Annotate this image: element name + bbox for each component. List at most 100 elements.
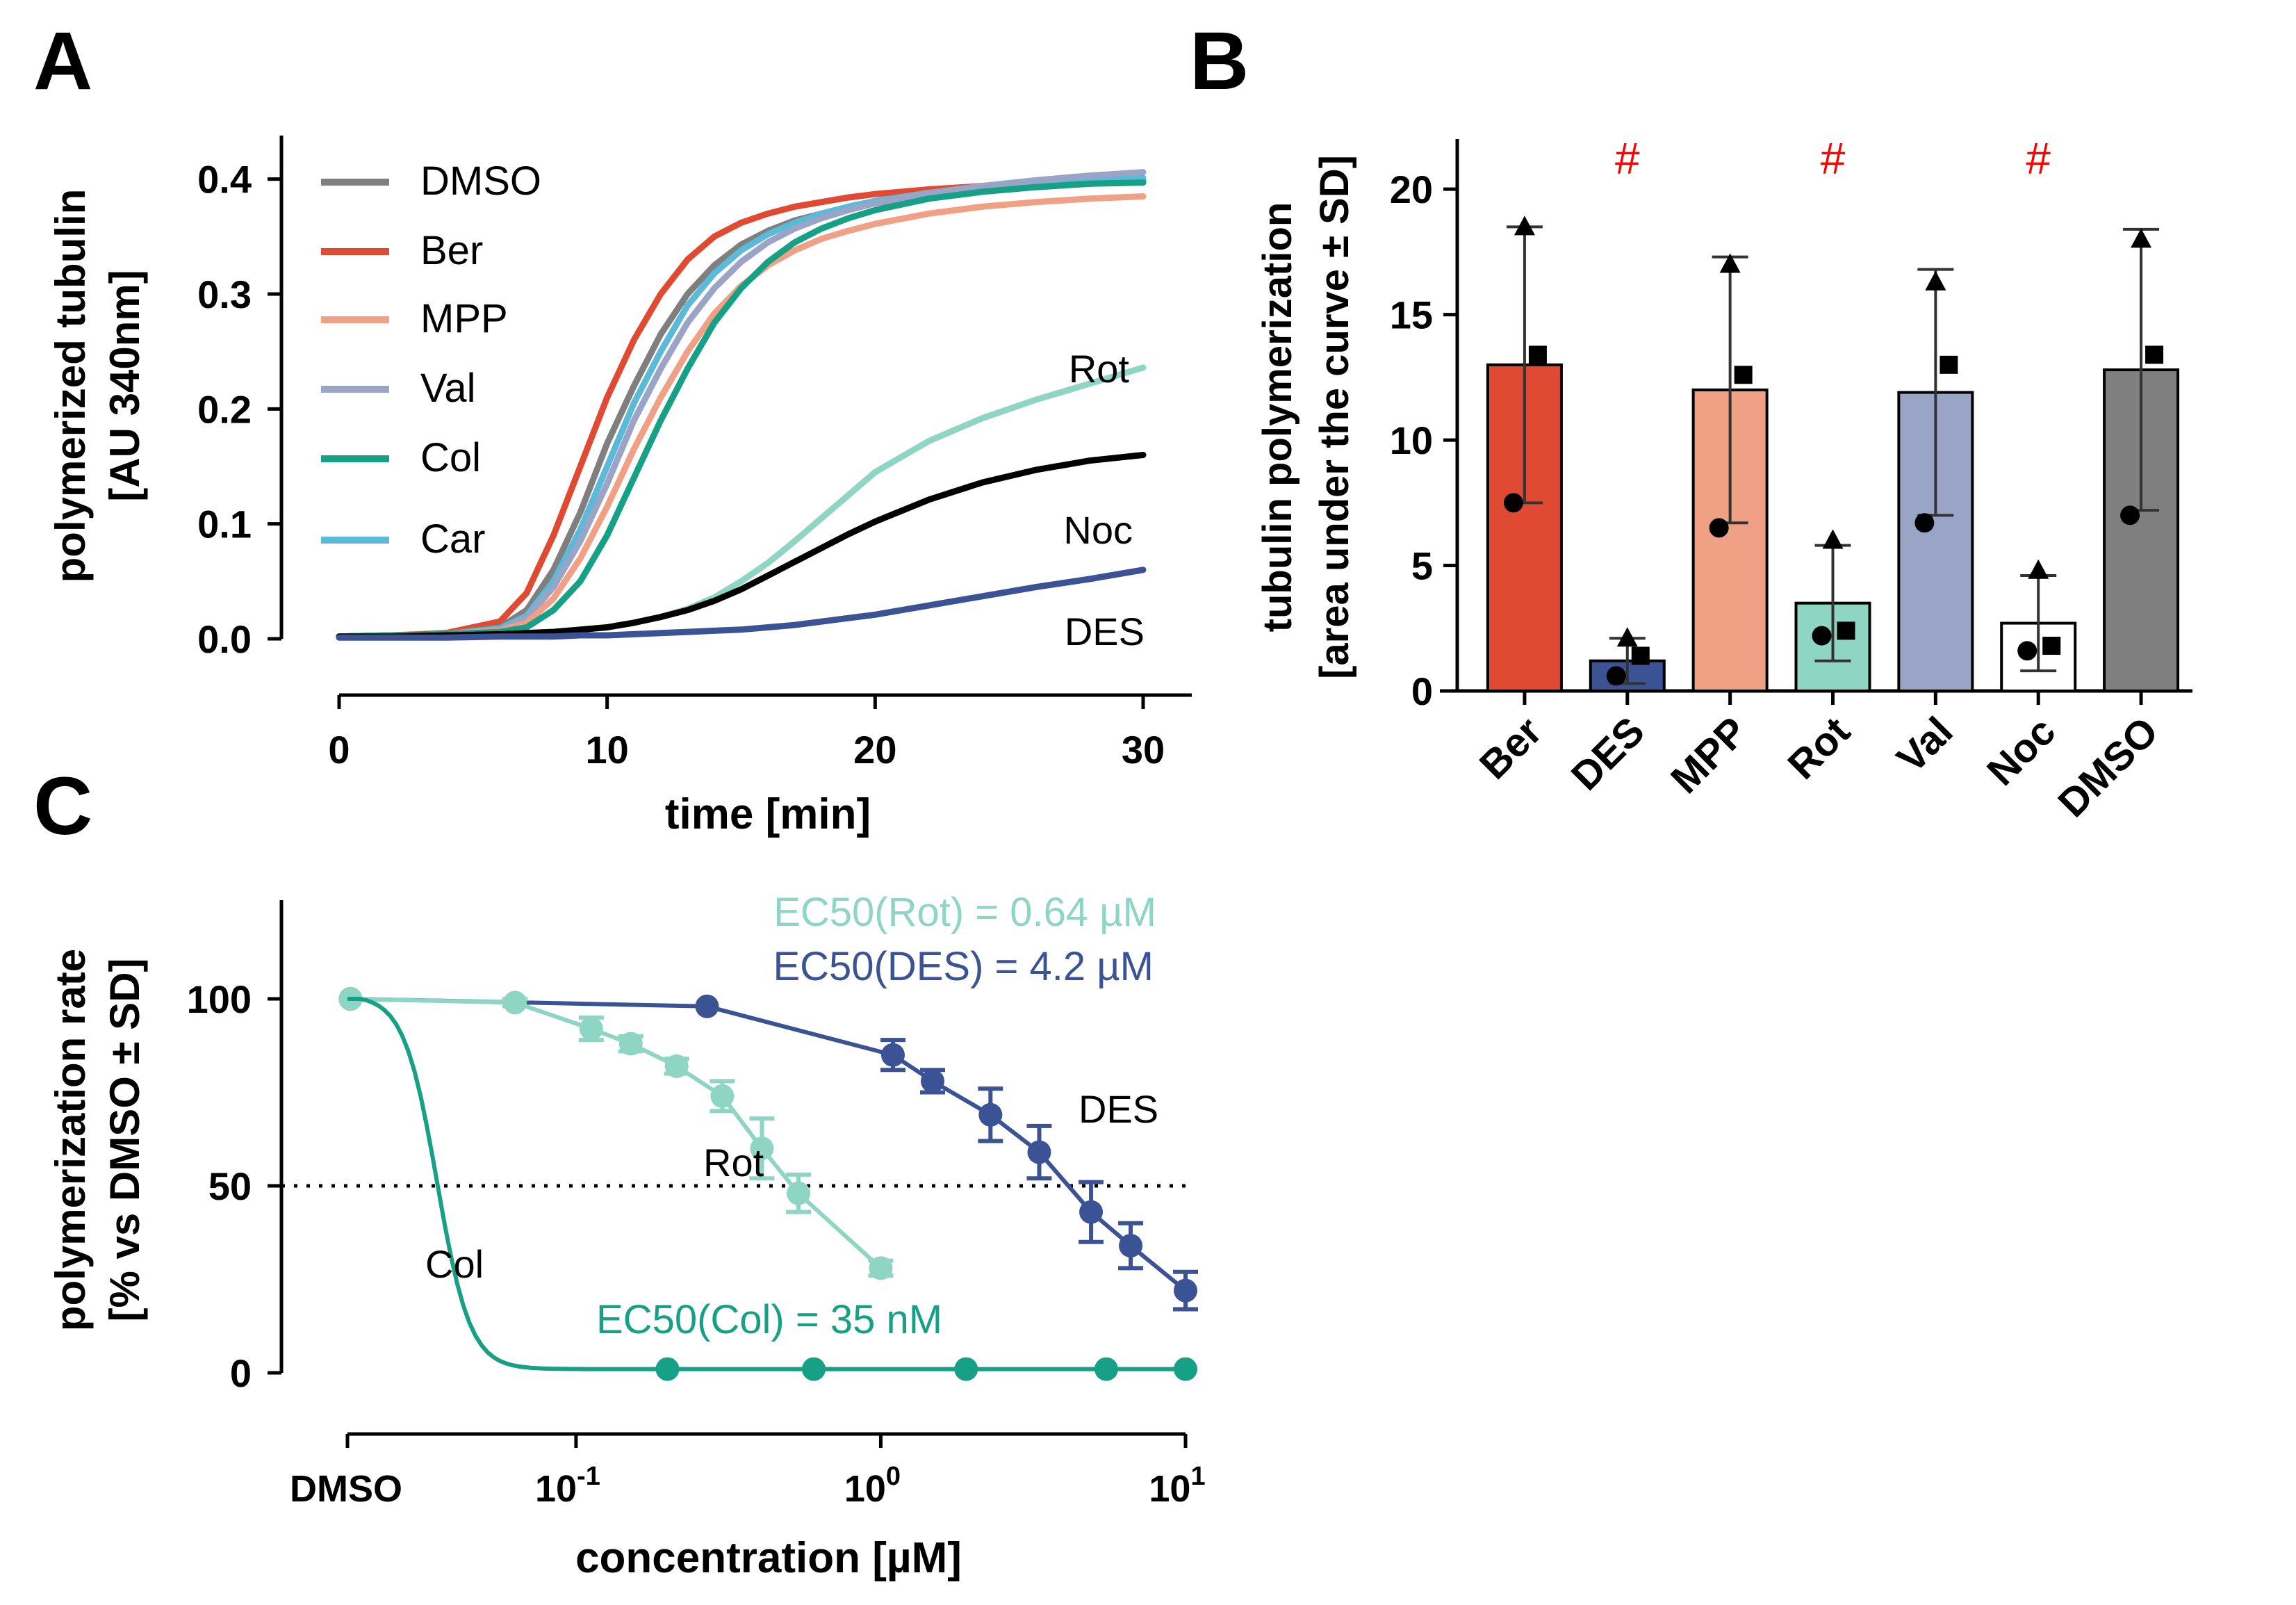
panel-a-legend-label-col: Col — [420, 435, 481, 480]
panel-c-point-col — [801, 1357, 826, 1381]
panel-c-point-rot — [618, 1032, 643, 1056]
panel-a-label-des: DES — [1065, 610, 1145, 653]
panel-b-bar-val — [1897, 391, 1974, 692]
panel-c-curve-col — [347, 997, 1183, 1371]
panel-b-point-circle — [1606, 666, 1626, 686]
panel-b-point-square — [1734, 366, 1753, 384]
panel-c-point-des — [1027, 1140, 1051, 1164]
panel-a-line-des — [336, 567, 1147, 641]
panel-label-b: B — [1190, 15, 1249, 107]
panel-c-point-col — [1174, 1357, 1197, 1381]
panel-b-x-tick-label-val: Val — [1888, 708, 1961, 781]
panel-a-y-tick-label: 0.4 — [197, 158, 252, 202]
panel-c-point-rot — [664, 1054, 689, 1078]
panel-b-significance-marker: # — [2026, 133, 2051, 184]
panel-c-label-col: Col — [425, 1242, 484, 1286]
panel-b-chart: 0 5 10 15 20 Ber DES # MPP Rot # Val Noc # DMSO tubul… — [1255, 133, 2192, 826]
panel-b-significance-marker: # — [1821, 133, 1846, 184]
panel-b-x-tick-label-mpp: MPP — [1662, 708, 1756, 802]
panel-b-point-triangle — [2131, 228, 2152, 248]
panel-b-bar-ber — [1486, 363, 1563, 692]
panel-b-y-tick-label: 0 — [1411, 669, 1433, 713]
panel-a-legend-label-dmso: DMSO — [420, 158, 541, 204]
panel-b-point-triangle — [1719, 253, 1741, 273]
panel-b-x-tick-label-noc: Noc — [1978, 708, 2064, 794]
panel-b-point-circle — [2120, 505, 2140, 526]
panel-c-point-des — [1079, 1200, 1104, 1224]
panel-b-y-tick-label: 20 — [1390, 168, 1433, 211]
panel-c-ec50-rot: EC50(Rot) = 0.64 µM — [773, 890, 1156, 935]
panel-c-y-tick-label: 100 — [187, 977, 252, 1021]
panel-label-a: A — [33, 15, 92, 107]
panel-a-legend-label-val: Val — [420, 366, 476, 411]
panel-a-x-axis-title: time [min] — [665, 790, 871, 838]
panel-b-point-square — [1940, 355, 1958, 374]
panel-c-point-des — [880, 1043, 905, 1067]
panel-c-point-rot — [787, 1181, 811, 1205]
panel-c-y-tick-label: 0 — [230, 1351, 252, 1395]
panel-a-y-tick-label: 0.2 — [197, 387, 252, 431]
panel-a-y-tick-label: 0.1 — [197, 503, 252, 546]
panel-c-label-des: DES — [1079, 1087, 1158, 1131]
panel-a-x-tick-label: 10 — [586, 728, 629, 772]
panel-c-point-des — [695, 994, 719, 1018]
panel-a-y-axis-title-line2: [AU 340nm] — [101, 270, 148, 501]
panel-a-chart: 0.0 0.1 0.2 0.3 0.4 0 10 20 30 DMSO Ber MPP Val Col C… — [47, 136, 1192, 838]
panel-a-y-tick-label: 0.3 — [197, 272, 252, 316]
panel-a-x-tick-label: 30 — [1122, 728, 1165, 772]
panel-c-point-des — [1119, 1234, 1143, 1258]
panel-b-significance-marker: # — [1615, 133, 1640, 184]
panel-c-x-tick-label: 10-1 — [535, 1462, 600, 1510]
panel-b-x-tick-label-dmso: DMSO — [2049, 708, 2167, 826]
panel-b-y-tick-label: 10 — [1390, 418, 1433, 462]
panel-c-point-col — [1094, 1357, 1118, 1381]
panel-b-point-square — [2145, 345, 2164, 364]
panel-label-c: C — [33, 760, 92, 852]
panel-c-y-axis-title-line1: polymerization rate — [47, 949, 94, 1331]
panel-b-point-triangle — [1616, 627, 1638, 647]
panel-b-point-triangle — [1514, 215, 1535, 236]
panel-c-point-rot — [503, 991, 527, 1015]
panel-c-point-rot — [579, 1017, 603, 1041]
panel-c-y-tick-label: 50 — [208, 1164, 252, 1208]
panel-b-y-axis-title-line2: [area under the curve ± SD] — [1312, 155, 1357, 679]
panel-b-x-tick-label-rot: Rot — [1779, 708, 1858, 788]
panel-a-x-tick-label: 0 — [328, 728, 350, 772]
panel-c-point-col — [954, 1357, 978, 1381]
panel-b-point-square — [1631, 646, 1650, 665]
panel-b-point-circle — [1503, 493, 1523, 513]
panel-b-point-triangle — [1925, 270, 1946, 291]
panel-c-x-tick-label: 101 — [1149, 1462, 1205, 1510]
panel-b-x-tick-label-ber: Ber — [1471, 708, 1550, 788]
panel-c-point-des — [978, 1102, 1003, 1127]
panel-c-x-tick-label-control: DMSO — [290, 1468, 402, 1510]
panel-b-y-tick-label: 15 — [1390, 293, 1433, 337]
panel-b-point-square — [1837, 621, 1855, 640]
panel-b-y-tick-label: 5 — [1411, 544, 1433, 588]
panel-c-x-tick-label: 100 — [844, 1462, 901, 1510]
panel-c-point-rot — [750, 1136, 774, 1161]
panel-b-point-triangle — [2028, 559, 2049, 579]
panel-a-line-mpp — [336, 193, 1147, 640]
panel-c-ec50-col: EC50(Col) = 35 nM — [596, 1297, 942, 1342]
panel-c-point-col — [655, 1357, 680, 1381]
panel-a-legend-label-ber: Ber — [420, 228, 483, 273]
panel-a-x-tick-label: 20 — [853, 728, 896, 772]
panel-c-x-axis-title: concentration [µM] — [575, 1534, 962, 1582]
panel-a-line-val — [336, 169, 1147, 640]
panel-b-y-axis-title-line1: tubulin polymerization — [1255, 202, 1300, 633]
panel-a-legend-label-mpp: MPP — [420, 296, 508, 341]
panel-b-point-circle — [1709, 518, 1729, 538]
panel-c-point-rot — [710, 1084, 735, 1108]
panel-b-point-square — [2042, 637, 2061, 655]
panel-b-x-tick-label-des: DES — [1563, 708, 1653, 799]
panel-b-point-circle — [1914, 513, 1935, 533]
panel-b-point-circle — [2017, 641, 2037, 661]
panel-c-point-des — [1174, 1278, 1197, 1303]
panel-a-label-noc: Noc — [1063, 508, 1133, 552]
panel-b-point-triangle — [1822, 529, 1844, 549]
panel-b-point-circle — [1812, 626, 1832, 646]
panel-b-point-square — [1528, 345, 1547, 364]
